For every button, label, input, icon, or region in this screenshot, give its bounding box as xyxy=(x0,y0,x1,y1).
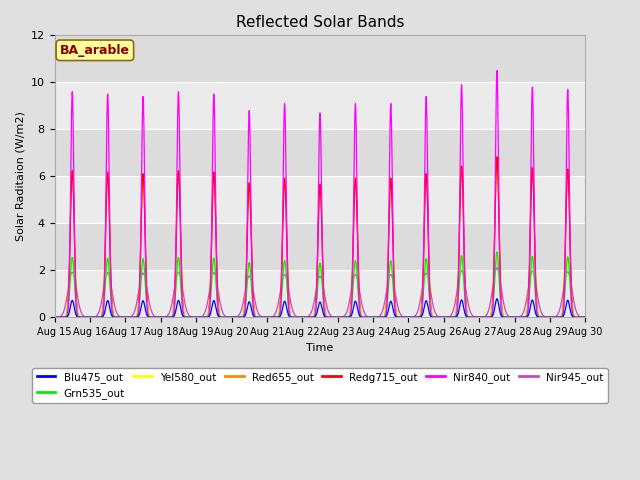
Redg715_out xyxy=(146,314,154,320)
Grn535_out xyxy=(469,314,477,320)
Title: Reflected Solar Bands: Reflected Solar Bands xyxy=(236,15,404,30)
Blu475_out xyxy=(51,314,58,320)
Red655_out xyxy=(410,314,417,320)
Yel580_out xyxy=(51,314,58,320)
Grn535_out xyxy=(51,314,58,320)
Nir945_out xyxy=(493,265,500,271)
Red655_out xyxy=(581,314,589,320)
Bar xyxy=(54,270,586,317)
Yel580_out xyxy=(146,314,154,320)
Blu475_out xyxy=(146,314,154,320)
Legend: Blu475_out, Grn535_out, Yel580_out, Red655_out, Redg715_out, Nir840_out, Nir945_: Blu475_out, Grn535_out, Yel580_out, Red6… xyxy=(33,368,607,403)
Blu475_out xyxy=(300,314,308,320)
Y-axis label: Solar Raditaion (W/m2): Solar Raditaion (W/m2) xyxy=(15,111,25,241)
Nir945_out xyxy=(439,314,447,320)
Grn535_out xyxy=(581,314,589,320)
Nir945_out xyxy=(410,314,417,320)
Yel580_out xyxy=(300,314,308,320)
Red655_out xyxy=(582,314,589,320)
Nir945_out xyxy=(581,314,589,320)
Line: Redg715_out: Redg715_out xyxy=(54,157,586,317)
Text: BA_arable: BA_arable xyxy=(60,44,130,57)
Nir840_out xyxy=(582,314,589,320)
Bar xyxy=(54,83,586,129)
Redg715_out xyxy=(300,314,308,320)
Nir840_out xyxy=(469,314,477,320)
Redg715_out xyxy=(51,314,58,320)
Blu475_out xyxy=(493,296,500,301)
Yel580_out xyxy=(410,314,417,320)
Line: Blu475_out: Blu475_out xyxy=(54,299,586,317)
Nir945_out xyxy=(469,313,477,319)
Yel580_out xyxy=(582,314,589,320)
Redg715_out xyxy=(469,314,477,320)
Nir840_out xyxy=(410,314,417,320)
Red655_out xyxy=(51,314,58,320)
Line: Grn535_out: Grn535_out xyxy=(54,252,586,317)
Line: Red655_out: Red655_out xyxy=(54,157,586,317)
Yel580_out xyxy=(493,249,500,255)
Blu475_out xyxy=(581,314,589,320)
Redg715_out xyxy=(410,314,417,320)
Red655_out xyxy=(146,314,154,320)
Nir840_out xyxy=(146,314,154,320)
Nir945_out xyxy=(582,314,589,320)
Red655_out xyxy=(439,314,447,320)
Nir945_out xyxy=(51,314,58,320)
Grn535_out xyxy=(410,314,417,320)
Blu475_out xyxy=(410,314,417,320)
Grn535_out xyxy=(493,249,500,255)
X-axis label: Time: Time xyxy=(307,343,333,353)
Line: Nir840_out: Nir840_out xyxy=(54,71,586,317)
Line: Nir945_out: Nir945_out xyxy=(54,268,586,317)
Redg715_out xyxy=(581,314,589,320)
Red655_out xyxy=(300,314,308,320)
Nir840_out xyxy=(300,314,308,320)
Nir840_out xyxy=(51,314,58,320)
Nir840_out xyxy=(439,314,447,320)
Grn535_out xyxy=(439,314,447,320)
Blu475_out xyxy=(582,314,589,320)
Blu475_out xyxy=(469,314,477,320)
Red655_out xyxy=(469,314,477,320)
Yel580_out xyxy=(581,314,589,320)
Nir945_out xyxy=(146,302,154,308)
Grn535_out xyxy=(582,314,589,320)
Nir840_out xyxy=(581,314,589,320)
Nir945_out xyxy=(300,314,308,320)
Line: Yel580_out: Yel580_out xyxy=(54,252,586,317)
Bar xyxy=(54,129,586,176)
Red655_out xyxy=(493,154,500,160)
Redg715_out xyxy=(439,314,447,320)
Bar xyxy=(54,36,586,83)
Grn535_out xyxy=(146,314,154,320)
Bar xyxy=(54,223,586,270)
Redg715_out xyxy=(582,314,589,320)
Yel580_out xyxy=(469,314,477,320)
Redg715_out xyxy=(493,154,500,160)
Grn535_out xyxy=(300,314,308,320)
Bar xyxy=(54,176,586,223)
Yel580_out xyxy=(439,314,447,320)
Nir840_out xyxy=(493,68,500,73)
Blu475_out xyxy=(439,314,447,320)
